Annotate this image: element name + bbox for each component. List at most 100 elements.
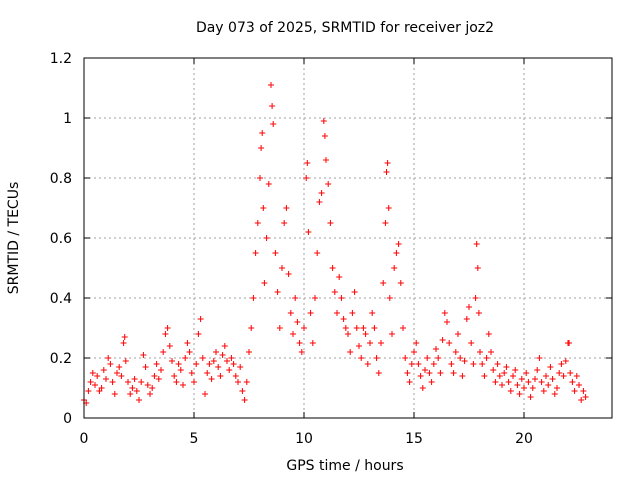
data-point — [292, 295, 299, 301]
data-point — [510, 373, 516, 379]
y-tick-label: 0.2 — [50, 351, 72, 367]
y-tick-label: 1 — [63, 111, 72, 127]
data-point — [417, 373, 424, 379]
data-point — [92, 382, 98, 388]
data-point — [459, 373, 466, 379]
data-point — [122, 358, 129, 364]
data-point — [87, 379, 94, 385]
data-point — [479, 361, 486, 367]
data-point — [364, 361, 371, 367]
data-point — [543, 373, 549, 379]
data-point — [521, 385, 527, 391]
data-point — [499, 382, 505, 388]
data-point — [272, 250, 279, 256]
data-point — [173, 379, 180, 385]
data-point — [384, 160, 391, 166]
data-point — [578, 397, 585, 403]
data-point — [237, 364, 244, 370]
data-point — [279, 265, 285, 271]
data-point — [191, 379, 197, 385]
data-point — [408, 361, 415, 367]
data-point — [307, 310, 314, 316]
data-point — [342, 325, 349, 331]
data-point — [120, 340, 127, 346]
data-point — [545, 382, 552, 388]
data-point — [422, 367, 428, 373]
data-point — [301, 325, 307, 331]
data-point — [103, 376, 109, 382]
data-point — [356, 343, 362, 349]
data-point — [318, 190, 325, 196]
data-point — [241, 397, 248, 403]
data-point — [485, 331, 492, 337]
grid-lines — [84, 58, 612, 418]
data-point — [320, 118, 327, 124]
data-point — [107, 361, 114, 367]
data-point — [446, 340, 453, 346]
data-point — [151, 373, 158, 379]
data-point — [305, 229, 312, 235]
data-point — [386, 295, 393, 301]
data-point — [195, 331, 202, 337]
data-point — [164, 325, 171, 331]
data-point — [540, 388, 547, 394]
data-point — [512, 367, 519, 373]
x-tick-label: 10 — [295, 431, 313, 447]
data-point — [257, 175, 263, 181]
data-points — [81, 82, 589, 406]
data-point — [569, 379, 576, 385]
data-point — [501, 370, 508, 376]
data-point — [177, 367, 184, 373]
data-point — [243, 379, 250, 385]
data-point — [193, 361, 200, 367]
data-point — [105, 355, 112, 361]
data-point — [100, 367, 107, 373]
data-point — [329, 265, 336, 271]
data-point — [129, 385, 136, 391]
data-point — [125, 379, 131, 385]
data-point — [371, 325, 378, 331]
data-point — [259, 130, 266, 136]
data-point — [393, 250, 400, 256]
data-point — [254, 220, 261, 226]
x-axis-label: GPS time / hours — [286, 458, 403, 474]
data-point — [349, 310, 356, 316]
data-point — [373, 355, 380, 361]
data-point — [516, 391, 523, 397]
data-point — [505, 379, 512, 385]
data-point — [118, 373, 125, 379]
data-point — [323, 157, 329, 163]
y-axis-ticks: 0 0.2 0.4 0.6 0.8 1 1.2 — [50, 51, 612, 427]
data-point — [219, 352, 226, 358]
data-point — [217, 373, 224, 379]
data-point — [268, 82, 274, 88]
y-axis-label: SRMTID / TECUs — [6, 182, 22, 295]
data-point — [248, 325, 255, 331]
x-tick-label: 5 — [190, 431, 199, 447]
data-point — [562, 358, 569, 364]
data-point — [534, 367, 541, 373]
data-point — [494, 361, 501, 367]
data-point — [121, 334, 128, 340]
data-point — [450, 370, 457, 376]
data-point — [314, 250, 321, 256]
data-point — [475, 310, 482, 316]
data-point — [142, 364, 149, 370]
data-point — [309, 340, 316, 346]
data-point — [169, 358, 175, 364]
y-tick-label: 0 — [63, 411, 72, 427]
data-point — [210, 358, 217, 364]
data-point — [252, 250, 259, 256]
data-point — [483, 355, 490, 361]
data-point — [424, 355, 431, 361]
data-point — [452, 349, 459, 355]
data-point — [395, 241, 402, 247]
data-point — [232, 373, 239, 379]
data-point — [444, 319, 450, 325]
data-point — [507, 388, 514, 394]
data-point — [554, 385, 560, 391]
data-point — [331, 289, 338, 295]
data-point — [265, 181, 272, 187]
data-point — [558, 361, 565, 367]
data-point — [186, 349, 193, 355]
